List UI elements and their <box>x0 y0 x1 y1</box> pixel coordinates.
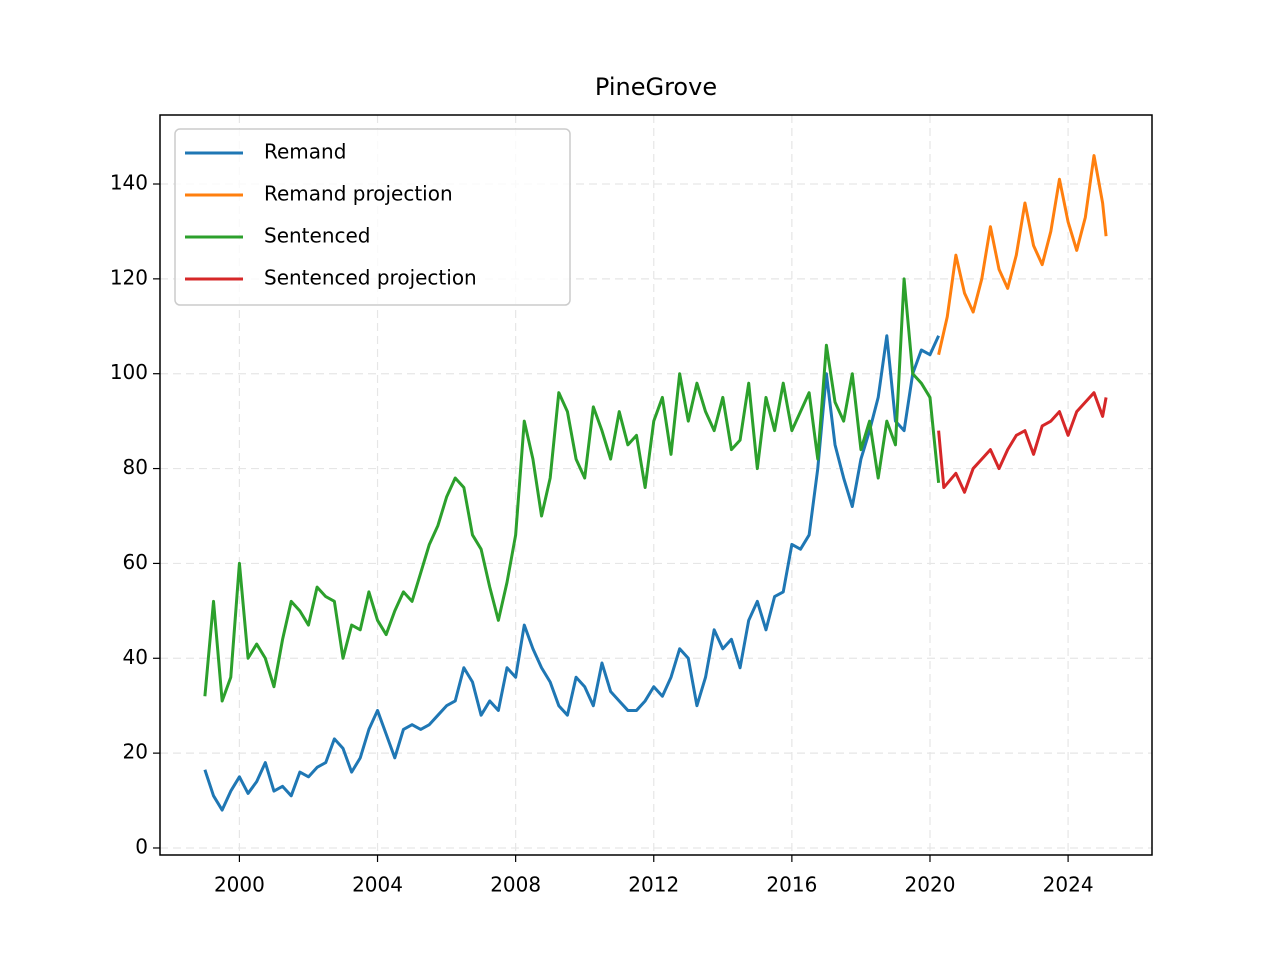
legend-label: Remand <box>264 140 346 164</box>
data-line <box>203 334 940 812</box>
y-tick-label: 60 <box>123 550 148 574</box>
y-tick-label: 140 <box>110 171 148 195</box>
legend-box <box>174 128 571 306</box>
legend-label: Sentenced <box>264 224 371 248</box>
y-tick-label: 100 <box>110 360 148 384</box>
x-tick-label: 2012 <box>628 873 679 897</box>
x-tick-label: 2024 <box>1043 873 1094 897</box>
x-tick-label: 2020 <box>905 873 956 897</box>
legend: Remand Remand projection Sentenced Sentence… <box>174 128 571 306</box>
y-tick-label: 80 <box>123 455 148 479</box>
y-tick-label: 0 <box>135 834 148 858</box>
x-tick-label: 2016 <box>766 873 817 897</box>
y-tick-label: 20 <box>123 740 148 764</box>
chart-title: PineGrove <box>595 73 717 101</box>
legend-label: Sentenced projection <box>264 266 477 290</box>
data-line <box>937 154 1108 356</box>
x-tick-label: 2000 <box>214 873 265 897</box>
x-tick-label: 2004 <box>352 873 403 897</box>
data-line <box>203 277 941 703</box>
data-line <box>937 391 1108 494</box>
plot-frame <box>159 114 1153 856</box>
y-tick-label: 40 <box>123 645 148 669</box>
y-tick-label: 120 <box>110 265 148 289</box>
x-tick-label: 2008 <box>490 873 541 897</box>
legend-label: Remand projection <box>264 182 453 206</box>
